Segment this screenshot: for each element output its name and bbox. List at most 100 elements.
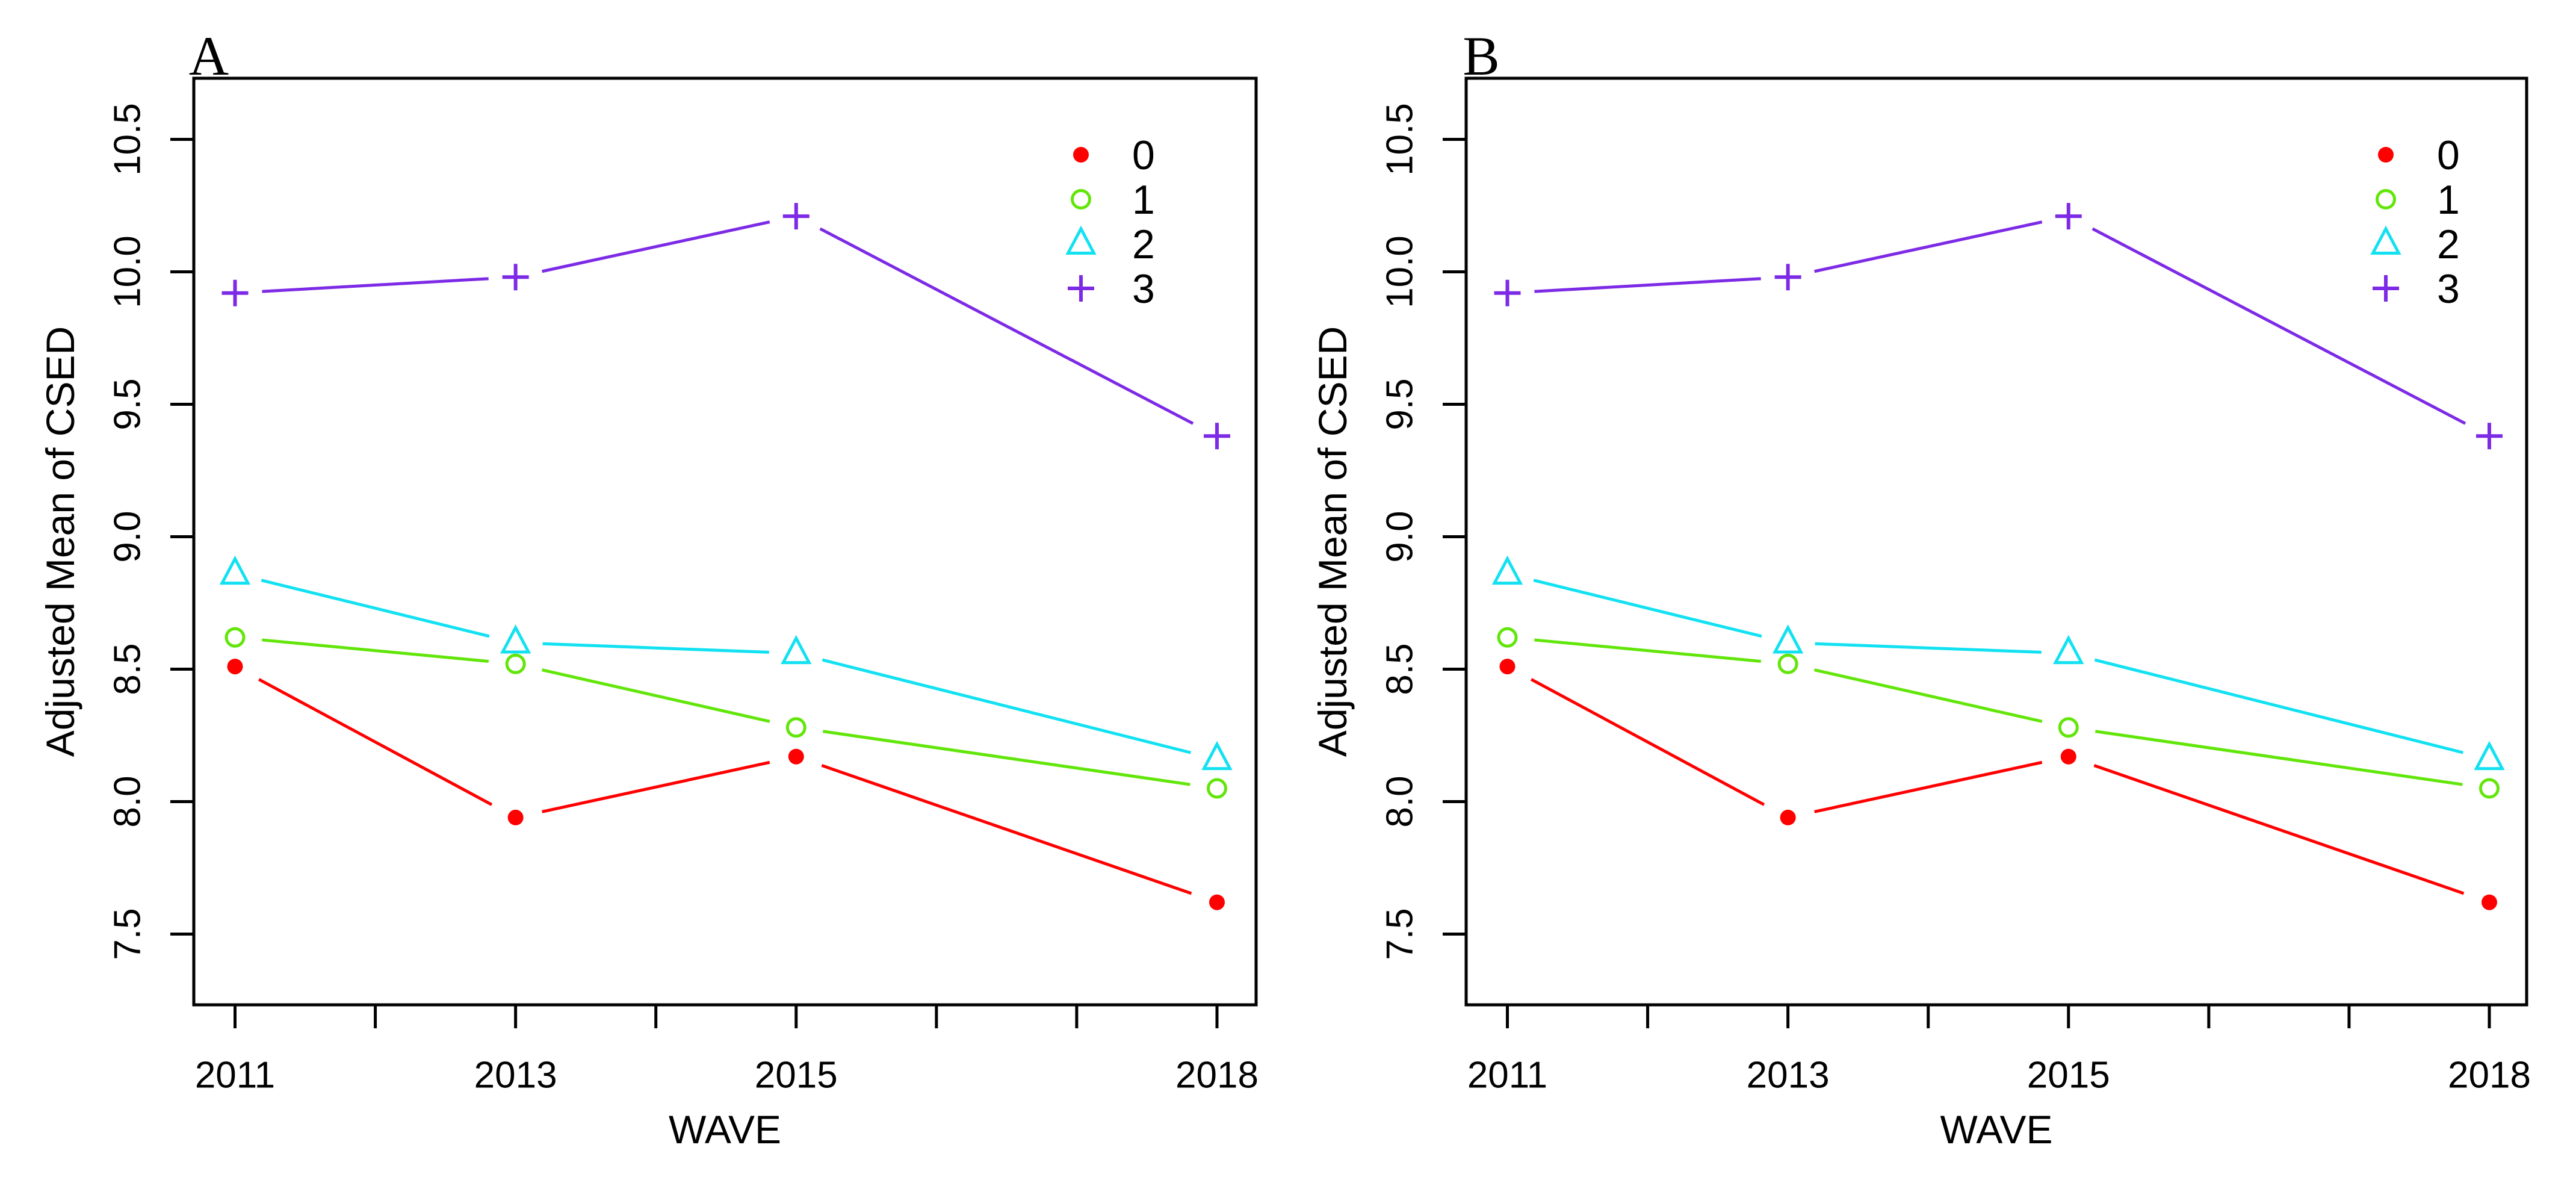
y-tick-label: 9.0: [1379, 511, 1421, 562]
series-segment: [261, 579, 490, 638]
filled-circle-marker: [2378, 147, 2394, 163]
x-tick-label: 2018: [1175, 1055, 1259, 1096]
open-triangle-marker: [1201, 741, 1233, 771]
open-triangle-marker: [219, 555, 251, 585]
legend-item: 1: [1071, 177, 1155, 223]
series-segment: [262, 277, 489, 293]
open-triangle-marker: [2474, 741, 2505, 771]
y-tick-label: 8.0: [1379, 775, 1421, 827]
series-segment: [2095, 730, 2463, 786]
y-tick-label: 8.5: [1379, 643, 1421, 695]
filled-circle-marker: [788, 748, 804, 765]
y-tick-label: 9.5: [107, 378, 149, 430]
x-axis-title: WAVE: [1940, 1107, 2052, 1152]
series-segment: [1534, 638, 1762, 663]
open-circle-marker: [224, 627, 246, 648]
series-1: [1497, 627, 2500, 799]
panel-letter: A: [189, 25, 229, 87]
y-tick-label: 10.0: [1379, 235, 1421, 308]
x-tick-label: 2013: [474, 1055, 557, 1096]
panel-letter: B: [1463, 25, 1499, 87]
x-tick-label: 2013: [1747, 1055, 1830, 1096]
y-axis-title: Adjusted Mean of CSED: [38, 326, 82, 757]
series-0: [1499, 659, 2497, 910]
series-segment: [541, 668, 770, 723]
plus-marker: [1203, 423, 1230, 450]
open-triangle-marker: [1772, 624, 1804, 654]
series-segment: [2093, 764, 2465, 895]
open-circle-marker: [1497, 627, 1518, 648]
y-tick-label: 10.5: [1379, 103, 1421, 176]
filled-circle-marker: [2481, 894, 2497, 910]
plus-marker: [1774, 264, 1801, 291]
legend-label: 3: [1132, 266, 1155, 312]
y-tick-label: 10.5: [107, 103, 149, 176]
series-segment: [1533, 579, 1762, 638]
legend-item: 3: [2373, 266, 2460, 312]
y-tick-label: 7.5: [1379, 908, 1421, 960]
open-circle-marker: [2376, 189, 2396, 210]
series-segment: [822, 730, 1190, 786]
series-1: [224, 627, 1227, 799]
x-tick-label: 2018: [2448, 1055, 2531, 1096]
open-circle-marker: [1206, 778, 1227, 799]
open-circle-marker: [1071, 189, 1091, 210]
series-segment: [1814, 760, 2043, 813]
legend-item: 3: [1068, 266, 1155, 312]
plus-marker: [2055, 203, 2082, 230]
plus-marker: [782, 203, 810, 230]
filled-circle-marker: [1209, 894, 1225, 910]
open-circle-marker: [2058, 717, 2079, 738]
series-segment: [542, 760, 770, 813]
series-segment: [542, 220, 770, 273]
open-triangle-marker: [2370, 225, 2401, 255]
series-segment: [819, 227, 1194, 425]
open-circle-marker: [505, 653, 526, 674]
plus-marker: [221, 279, 249, 306]
series-2: [219, 555, 1233, 771]
legend-label: 0: [2437, 132, 2460, 178]
open-triangle-marker: [2053, 635, 2084, 665]
open-circle-marker: [1777, 653, 1798, 674]
y-tick-label: 9.5: [1379, 378, 1421, 430]
filled-circle-marker: [1073, 147, 1089, 163]
legend-label: 0: [1132, 132, 1155, 178]
filled-circle-marker: [1499, 659, 1516, 675]
y-axis-ticks: [1443, 138, 1466, 936]
x-axis-ticks: [234, 1005, 1219, 1028]
series-segment: [1530, 678, 1765, 806]
series-segment: [822, 658, 1191, 754]
legend-label: 1: [1132, 177, 1155, 223]
series-segment: [2091, 227, 2466, 425]
open-triangle-marker: [1065, 225, 1097, 255]
open-triangle-marker: [781, 635, 812, 665]
series-segment: [542, 642, 769, 654]
series-segment: [258, 678, 493, 806]
y-tick-label: 9.0: [107, 511, 149, 562]
y-tick-label: 10.0: [107, 235, 149, 308]
series-0: [227, 659, 1225, 910]
filled-circle-marker: [2060, 748, 2076, 765]
legend-label: 2: [2437, 222, 2460, 267]
series-segment: [2094, 658, 2463, 754]
series-segment: [1534, 277, 1761, 293]
plus-marker: [1494, 279, 1521, 306]
plus-marker: [1068, 275, 1094, 302]
legend-item: 1: [2376, 177, 2460, 223]
x-tick-label: 2015: [755, 1055, 838, 1096]
open-circle-marker: [2478, 778, 2500, 799]
series-2: [1491, 555, 2505, 771]
open-triangle-marker: [500, 624, 531, 654]
legend-label: 2: [1132, 222, 1155, 267]
series-segment: [821, 764, 1192, 895]
plot-frame: [1464, 76, 2528, 1007]
y-axis-ticks: [170, 138, 194, 936]
plot-frame: [192, 76, 1258, 1007]
y-tick-label: 8.0: [107, 775, 149, 827]
